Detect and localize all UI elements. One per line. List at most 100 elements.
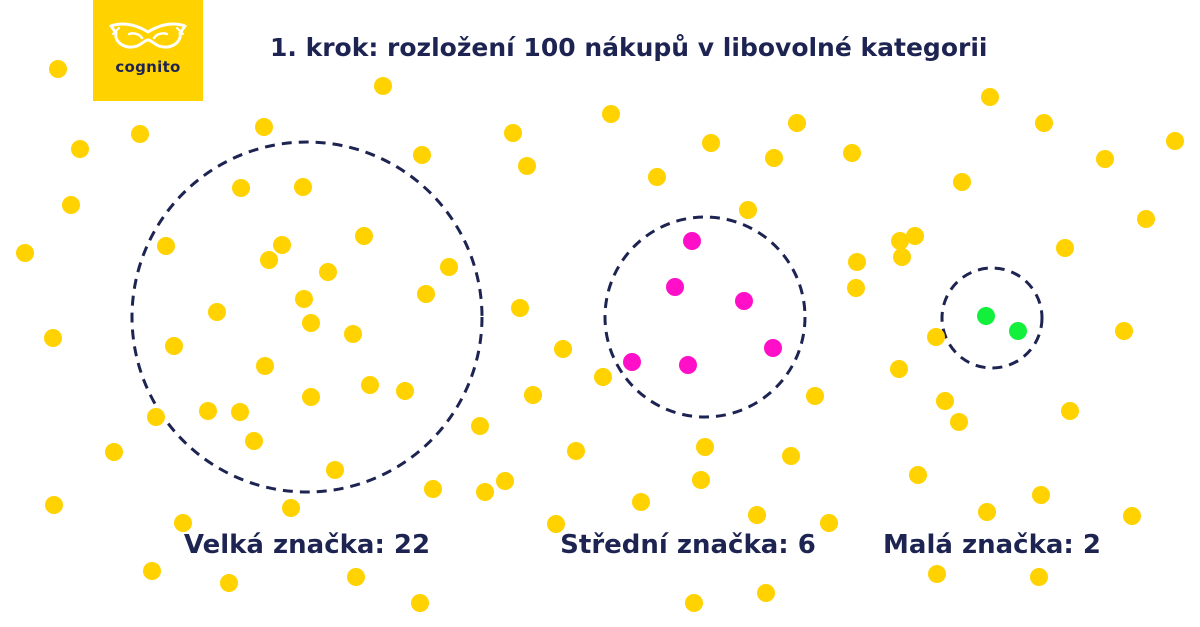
purchase-dot — [44, 329, 62, 347]
medium-brand-dot — [735, 292, 753, 310]
purchase-dot — [739, 201, 757, 219]
purchase-dot — [936, 392, 954, 410]
purchase-dot — [1030, 568, 1048, 586]
purchase-dot — [648, 168, 666, 186]
purchase-dot — [748, 506, 766, 524]
purchase-dot — [806, 387, 824, 405]
purchase-dot — [820, 514, 838, 532]
big-brand-dot — [256, 357, 274, 375]
purchase-dot — [62, 196, 80, 214]
purchase-dot — [511, 299, 529, 317]
purchase-dot — [547, 515, 565, 533]
purchase-dot — [147, 408, 165, 426]
cognito-logo: cognito — [93, 0, 203, 101]
purchase-dot — [847, 279, 865, 297]
purchase-dot — [632, 493, 650, 511]
purchase-dot — [143, 562, 161, 580]
big-brand-dot — [326, 461, 344, 479]
purchase-dot — [518, 157, 536, 175]
purchase-dot — [255, 118, 273, 136]
purchase-dot — [504, 124, 522, 142]
page-title: 1. krok: rozložení 100 nákupů v libovoln… — [270, 33, 988, 62]
big-brand-dot — [355, 227, 373, 245]
small-brand-label: Malá značka: 2 — [883, 530, 1101, 560]
purchase-dot — [765, 149, 783, 167]
big-brand-dot — [231, 403, 249, 421]
purchase-dot — [424, 480, 442, 498]
medium-brand-dot — [623, 353, 641, 371]
big-brand-dot — [157, 237, 175, 255]
purchase-dot — [757, 584, 775, 602]
purchase-dot — [1115, 322, 1133, 340]
medium-brand-dot — [666, 278, 684, 296]
big-brand-circle — [130, 140, 484, 494]
purchase-dot — [282, 499, 300, 517]
purchase-dot — [413, 146, 431, 164]
big-brand-dot — [361, 376, 379, 394]
big-brand-label: Velká značka: 22 — [183, 530, 431, 560]
purchase-dot — [890, 360, 908, 378]
purchase-dot — [953, 173, 971, 191]
purchase-dot — [702, 134, 720, 152]
purchase-dot — [1032, 486, 1050, 504]
purchase-dot — [1056, 239, 1074, 257]
purchase-dot — [788, 114, 806, 132]
small-brand-dot — [1009, 322, 1027, 340]
purchase-dot — [696, 438, 714, 456]
medium-brand-dot — [764, 339, 782, 357]
purchase-dot — [374, 77, 392, 95]
purchase-dot — [16, 244, 34, 262]
big-brand-dot — [273, 236, 291, 254]
medium-brand-dot — [679, 356, 697, 374]
purchase-dot — [524, 386, 542, 404]
big-brand-dot — [396, 382, 414, 400]
purchase-dot — [567, 442, 585, 460]
big-brand-dot — [232, 179, 250, 197]
big-brand-dot — [165, 337, 183, 355]
purchase-dot — [1137, 210, 1155, 228]
purchase-dot — [978, 503, 996, 521]
purchase-dot — [471, 417, 489, 435]
medium-brand-dot — [683, 232, 701, 250]
purchase-dot — [906, 227, 924, 245]
small-brand-dot — [977, 307, 995, 325]
purchase-dot — [1035, 114, 1053, 132]
big-brand-dot — [199, 402, 217, 420]
big-brand-dot — [440, 258, 458, 276]
big-brand-dot — [295, 290, 313, 308]
big-brand-dot — [245, 432, 263, 450]
purchase-dot — [782, 447, 800, 465]
purchase-dot — [950, 413, 968, 431]
medium-brand-circle — [603, 215, 807, 419]
purchase-dot — [131, 125, 149, 143]
purchase-dot — [49, 60, 67, 78]
purchase-dot — [105, 443, 123, 461]
purchase-dot — [554, 340, 572, 358]
big-brand-dot — [302, 388, 320, 406]
purchase-dot — [220, 574, 238, 592]
purchase-dot — [476, 483, 494, 501]
purchase-dot — [848, 253, 866, 271]
purchase-dot — [496, 472, 514, 490]
purchase-dot — [692, 471, 710, 489]
purchase-dot — [891, 232, 909, 250]
purchase-dot — [927, 328, 945, 346]
purchase-dot — [1166, 132, 1184, 150]
purchase-dot — [594, 368, 612, 386]
purchase-dot — [1096, 150, 1114, 168]
purchase-dot — [347, 568, 365, 586]
purchase-dot — [411, 594, 429, 612]
purchase-dot — [928, 565, 946, 583]
purchase-dot — [1061, 402, 1079, 420]
purchase-dots — [16, 60, 1184, 612]
medium-brand-label: Střední značka: 6 — [560, 530, 816, 560]
purchase-dot — [909, 466, 927, 484]
purchase-dot — [602, 105, 620, 123]
purchase-dot — [893, 248, 911, 266]
big-brand-dot — [417, 285, 435, 303]
big-brand-dot — [344, 325, 362, 343]
big-brand-dot — [302, 314, 320, 332]
purchase-dot — [1123, 507, 1141, 525]
